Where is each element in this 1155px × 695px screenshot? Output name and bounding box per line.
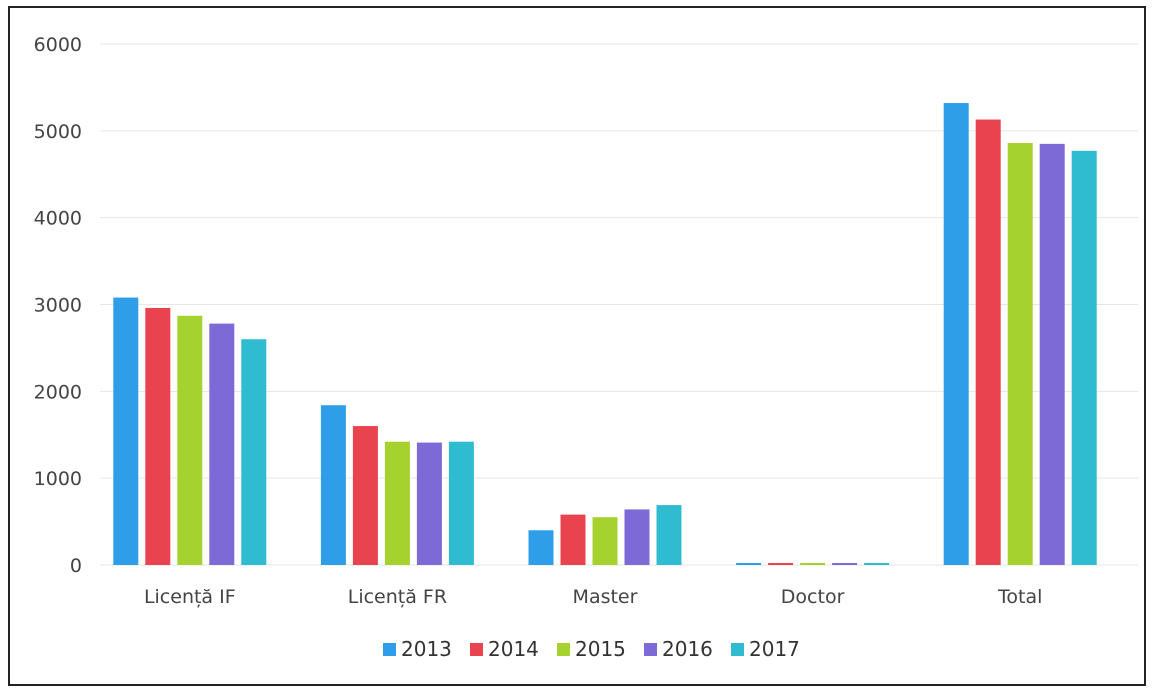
bar-2015 xyxy=(1007,142,1033,566)
legend-swatch xyxy=(557,643,570,656)
x-category-label: Doctor xyxy=(781,586,845,608)
bar-2013 xyxy=(320,405,346,565)
bar-2013 xyxy=(943,103,969,566)
bar-2015 xyxy=(800,563,826,565)
bar-2014 xyxy=(768,563,794,565)
bar-2014 xyxy=(560,514,586,565)
bar-2013 xyxy=(736,563,762,565)
y-tick-label: 3000 xyxy=(34,295,82,317)
bars xyxy=(113,103,1097,566)
x-category-label: Total xyxy=(997,586,1042,608)
bar-2014 xyxy=(975,119,1001,566)
legend-label: 2014 xyxy=(488,637,539,661)
bar-2014 xyxy=(145,307,171,565)
y-tick-label: 0 xyxy=(70,555,82,577)
legend-item-2017: 2017 xyxy=(731,637,800,661)
legend-label: 2016 xyxy=(662,637,713,661)
bar-2013 xyxy=(113,297,139,565)
bar-2016 xyxy=(416,442,442,565)
bar-2015 xyxy=(177,315,203,565)
x-category-label: Licență IF xyxy=(144,586,236,608)
bar-2015 xyxy=(592,517,618,565)
legend-swatch xyxy=(470,643,483,656)
legend: 2013 2014 2015 2016 2017 xyxy=(383,637,800,661)
bar-2014 xyxy=(352,426,378,565)
legend-item-2015: 2015 xyxy=(557,637,626,661)
y-tick-label: 6000 xyxy=(34,34,82,56)
legend-label: 2015 xyxy=(575,637,626,661)
bar-2016 xyxy=(624,509,650,565)
bar-2017 xyxy=(241,339,267,565)
y-tick-label: 5000 xyxy=(34,121,82,143)
bar-2016 xyxy=(832,563,858,565)
legend-item-2014: 2014 xyxy=(470,637,539,661)
legend-item-2016: 2016 xyxy=(644,637,713,661)
category-labels: Licență IF Licență FR Master Doctor Total xyxy=(144,586,1042,608)
bar-2013 xyxy=(528,530,554,565)
bar-2015 xyxy=(384,441,410,565)
x-category-label: Master xyxy=(573,586,638,608)
y-tick-label: 2000 xyxy=(34,381,82,403)
bar-2017 xyxy=(864,563,890,565)
legend-item-2013: 2013 xyxy=(383,637,452,661)
legend-swatch xyxy=(644,643,657,656)
y-tick-label: 1000 xyxy=(34,468,82,490)
bar-2016 xyxy=(1039,143,1065,565)
y-axis-ticks: 0 1000 2000 3000 4000 5000 6000 xyxy=(34,34,82,577)
legend-label: 2013 xyxy=(401,637,452,661)
bar-2016 xyxy=(209,323,235,565)
x-category-label: Licență FR xyxy=(348,586,447,608)
bar-2017 xyxy=(656,505,682,565)
legend-label: 2017 xyxy=(749,637,800,661)
legend-swatch xyxy=(383,643,396,656)
bar-2017 xyxy=(1071,150,1097,565)
y-tick-label: 4000 xyxy=(34,208,82,230)
legend-swatch xyxy=(731,643,744,656)
bar-2017 xyxy=(448,441,474,565)
